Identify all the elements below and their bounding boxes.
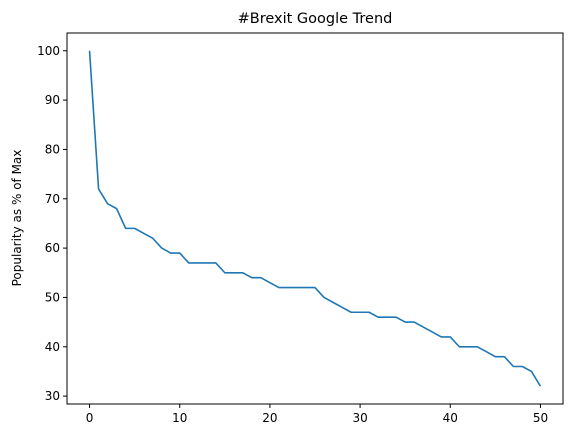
y-tick-label: 80 [45, 142, 60, 156]
x-axis: 0 10 20 30 40 50 [86, 404, 548, 425]
y-tick-label: 90 [45, 93, 60, 107]
x-tick-label: 0 [86, 411, 94, 425]
plot-area [88, 50, 542, 387]
y-tick-label: 30 [45, 389, 60, 403]
x-tick-label: 50 [533, 411, 548, 425]
y-tick-label: 60 [45, 241, 60, 255]
x-tick-label: 10 [172, 411, 187, 425]
chart-title: #Brexit Google Trend [238, 11, 393, 27]
y-tick-label: 100 [37, 44, 60, 58]
y-tick-label: 40 [45, 340, 60, 354]
x-tick-label: 20 [262, 411, 277, 425]
x-tick-label: 40 [443, 411, 458, 425]
y-axis-label: Popularity as % of Max [10, 150, 24, 287]
y-tick-label: 70 [45, 192, 60, 206]
y-tick-label: 50 [45, 290, 60, 304]
x-tick-label: 30 [352, 411, 367, 425]
axes-frame [66, 32, 564, 405]
series-line [88, 50, 542, 387]
y-axis: 30 40 50 60 70 80 90 100 [37, 44, 67, 403]
